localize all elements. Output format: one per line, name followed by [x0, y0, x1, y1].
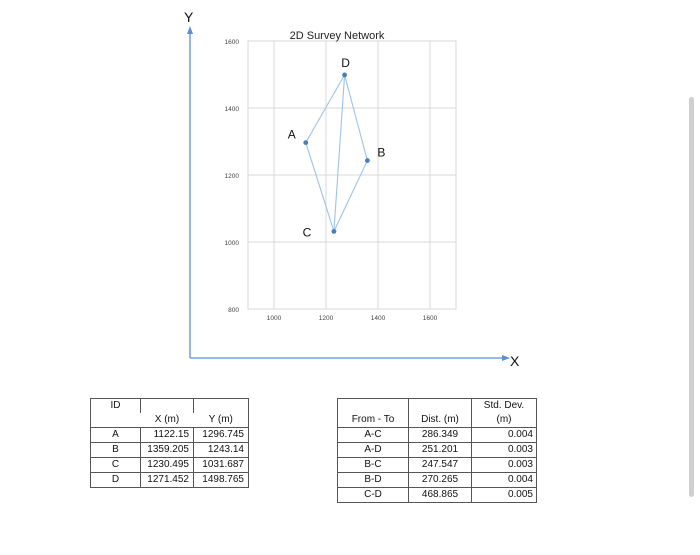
point-label-b: B [377, 146, 385, 160]
table-row: A-D 251.201 0.003 [337, 442, 537, 458]
obs-from-to-cell: A-C [337, 427, 409, 443]
x-axis-arrowhead [502, 355, 510, 361]
obs-dist-cell: 468.865 [408, 487, 472, 503]
obs-from-to-cell: A-D [337, 442, 409, 458]
network-line-a-d [305, 74, 346, 143]
obs-header-std: Std. Dev. [471, 398, 537, 413]
coord-y-cell: 1031.687 [193, 457, 249, 473]
y-tick-label: 1000 [225, 240, 240, 247]
obs-dist-cell: 286.349 [408, 427, 472, 443]
point-b [364, 158, 370, 163]
chart-title: 2D Survey Network [290, 30, 385, 42]
network-points [303, 72, 370, 234]
table-row: B-D 270.265 0.004 [337, 472, 537, 488]
obs-dist-cell: 251.201 [408, 442, 472, 458]
x-tick-label: 1000 [267, 315, 282, 322]
obs-header-dist: Dist. (m) [408, 413, 472, 428]
x-tick-label: 1400 [371, 315, 386, 322]
coord-x-cell: 1122.15 [140, 427, 194, 443]
network-lines [305, 74, 368, 232]
obs-from-to-cell: B-C [337, 457, 409, 473]
coord-y-cell: 1498.765 [193, 472, 249, 488]
table-row: C-D 468.865 0.005 [337, 487, 537, 503]
coord-header-x: X (m) [140, 413, 194, 428]
obs-from-to-cell: C-D [337, 487, 409, 503]
coord-header-y: Y (m) [193, 413, 249, 428]
obs-std-cell: 0.004 [471, 472, 537, 488]
y-axis-arrowhead [187, 26, 193, 34]
table-row: B-C 247.547 0.003 [337, 457, 537, 473]
coord-y-cell: 1243.14 [193, 442, 249, 458]
point-labels: A B C D [288, 56, 386, 239]
point-a [303, 140, 309, 145]
coordinates-table: ID X (m) Y (m) A 1122.15 1296.745 B 1359.205 12… [90, 398, 249, 488]
y-tick-label: 800 [228, 307, 239, 314]
network-line-b-d [344, 74, 368, 161]
coord-header-x-pad [140, 398, 194, 413]
coord-header-id-pad [90, 413, 141, 428]
table-row: A-C 286.349 0.004 [337, 427, 537, 443]
coord-id-cell: C [90, 457, 141, 473]
obs-std-cell: 0.003 [471, 442, 537, 458]
y-tick-label: 1600 [225, 39, 240, 46]
obs-header-row: From - To Dist. (m) (m) [337, 413, 537, 428]
obs-header-dist-pad [408, 398, 472, 413]
table-row: C 1230.495 1031.687 [90, 457, 249, 473]
y-axis-label: Y [184, 9, 194, 25]
obs-dist-cell: 270.265 [408, 472, 472, 488]
coord-x-cell: 1359.205 [140, 442, 194, 458]
coord-id-cell: A [90, 427, 141, 443]
observations-table: Std. Dev. From - To Dist. (m) (m) A-C 286.34… [337, 398, 537, 503]
x-tick-label: 1200 [319, 315, 334, 322]
point-d [342, 72, 347, 78]
y-tick-label: 1200 [225, 173, 240, 180]
observations-table-body: Std. Dev. From - To Dist. (m) (m) A-C 286.34… [337, 398, 537, 503]
coordinates-table-body: ID X (m) Y (m) A 1122.15 1296.745 B 1359.205 12… [90, 398, 249, 488]
obs-header-from-to: From - To [337, 413, 409, 428]
network-line-c-d [333, 74, 346, 232]
obs-std-cell: 0.004 [471, 427, 537, 443]
tick-labels: 800 1000 1200 1400 1600 1000 1200 1400 1600 [225, 39, 438, 322]
coord-id-cell: B [90, 442, 141, 458]
table-row: B 1359.205 1243.14 [90, 442, 249, 458]
coord-header-row: X (m) Y (m) [90, 413, 249, 428]
table-row: D 1271.452 1498.765 [90, 472, 249, 488]
point-label-d: D [341, 56, 350, 70]
coord-x-cell: 1271.452 [140, 472, 194, 488]
point-c [331, 228, 337, 234]
outer-axes: Y X [184, 9, 520, 369]
obs-header-from-to-pad [337, 398, 409, 413]
obs-std-cell: 0.003 [471, 457, 537, 473]
x-axis-label: X [510, 353, 520, 369]
coord-header-id: ID [90, 398, 141, 413]
coord-id-cell: D [90, 472, 141, 488]
table-row: A 1122.15 1296.745 [90, 427, 249, 443]
scrollbar[interactable] [689, 97, 694, 497]
coord-y-cell: 1296.745 [193, 427, 249, 443]
y-tick-label: 1400 [225, 106, 240, 113]
network-line-b-c [333, 160, 368, 232]
obs-from-to-cell: B-D [337, 472, 409, 488]
grid [248, 40, 456, 310]
point-label-a: A [288, 128, 296, 142]
x-tick-label: 1600 [423, 315, 438, 322]
obs-std-cell: 0.005 [471, 487, 537, 503]
obs-dist-cell: 247.547 [408, 457, 472, 473]
coord-x-cell: 1230.495 [140, 457, 194, 473]
coord-header-y-pad [193, 398, 249, 413]
obs-header-std-unit: (m) [471, 413, 537, 428]
point-label-c: C [303, 225, 312, 239]
network-line-a-c [305, 142, 335, 232]
